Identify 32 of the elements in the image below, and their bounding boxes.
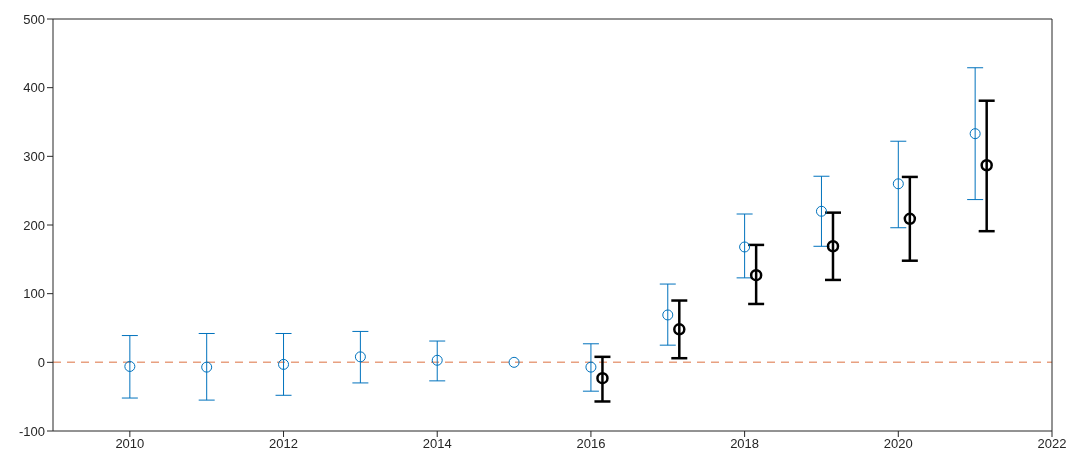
point	[815, 205, 827, 217]
point	[431, 354, 443, 366]
point	[124, 360, 136, 372]
x-tick-label: 2022	[1037, 436, 1067, 452]
x-tick-label: 2012	[269, 436, 298, 452]
point	[826, 240, 840, 253]
y-tick-label: 400	[23, 80, 45, 96]
x-tick-label: 2010	[115, 436, 145, 452]
point	[969, 128, 981, 140]
y-tick-label: 500	[23, 11, 45, 27]
x-tick-label: 2014	[422, 436, 452, 452]
point	[354, 351, 366, 363]
point	[596, 371, 609, 385]
point	[980, 159, 993, 172]
y-tick-label: 100	[23, 286, 45, 302]
y-tick-label: 300	[23, 148, 45, 164]
x-tick-label: 2018	[730, 436, 760, 452]
y-tick-label: -100	[18, 423, 45, 439]
point	[673, 323, 686, 336]
point	[201, 361, 213, 373]
y-tick-label: 0	[37, 354, 45, 370]
point	[749, 268, 763, 282]
point	[662, 309, 674, 321]
point	[739, 241, 751, 253]
y-tick-label: 200	[23, 217, 45, 233]
point	[903, 212, 917, 226]
x-tick-label: 2020	[883, 436, 913, 452]
point	[585, 361, 597, 373]
x-tick-label: 2016	[576, 436, 606, 452]
point	[278, 358, 290, 370]
point	[508, 356, 520, 368]
point	[892, 178, 904, 190]
